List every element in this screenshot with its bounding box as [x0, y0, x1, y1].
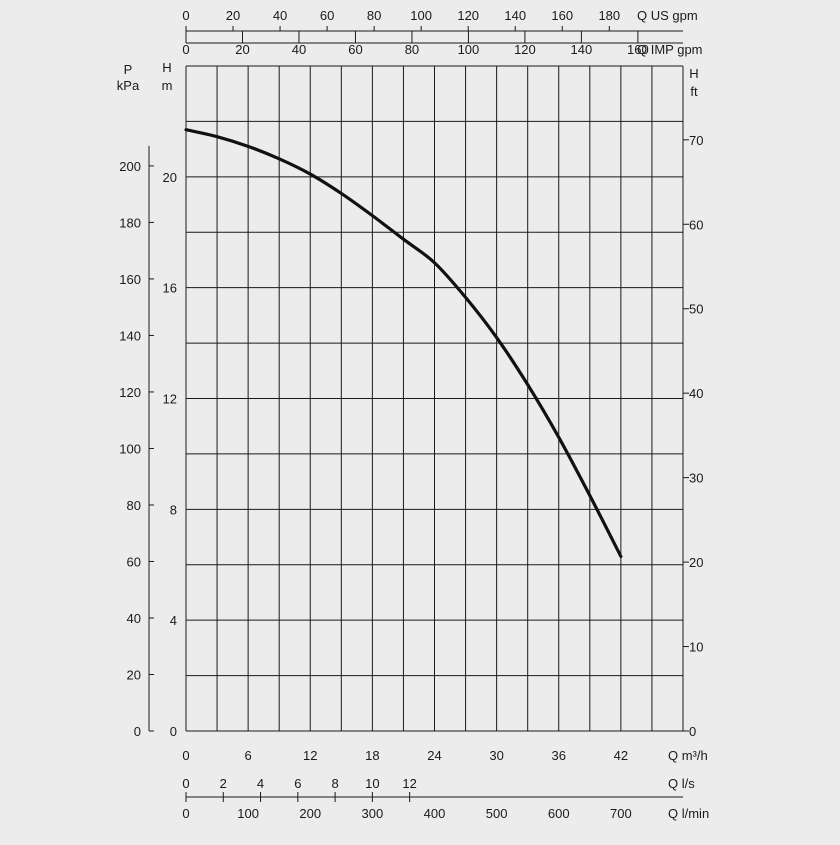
- bottom-lmin-tick-label: 300: [362, 806, 384, 821]
- left-kpa-tick-label: 100: [119, 441, 141, 456]
- bottom-m3h-tick-label: 6: [245, 748, 252, 763]
- right-ft-tick-label: 70: [689, 133, 703, 148]
- top-imp-gpm-tick-label: 40: [292, 42, 306, 57]
- bottom-lmin-tick-label: 400: [424, 806, 446, 821]
- grid-lines: [185, 65, 684, 732]
- bottom-m3h-tick-label: 12: [303, 748, 317, 763]
- left-kpa-tick-label: 0: [134, 724, 141, 739]
- top-imp-gpm-tick-label: 0: [182, 42, 189, 57]
- top-us-gpm-tick-label: 20: [226, 8, 240, 23]
- bottom-lmin-tick-label: 200: [299, 806, 321, 821]
- left-m-tick-label: 20: [163, 170, 177, 185]
- bottom-ls-tick-label: 2: [220, 776, 227, 791]
- bottom-lmin-tick-label: 600: [548, 806, 570, 821]
- top-us-gpm-tick-label: 60: [320, 8, 334, 23]
- left-m-tick-label: 4: [170, 613, 177, 628]
- left-kpa-tick-label: 40: [127, 611, 141, 626]
- right-ft-unit-label: ft: [690, 84, 698, 99]
- top-us-gpm-tick-label: 180: [598, 8, 620, 23]
- left-kpa-tick-label: 20: [127, 667, 141, 682]
- bottom-ls-tick-label: 10: [365, 776, 379, 791]
- left-kpa-tick-label: 120: [119, 385, 141, 400]
- right-ft-tick-label: 20: [689, 555, 703, 570]
- bottom-m3h-tick-label: 24: [427, 748, 441, 763]
- left-m-tick-label: 0: [170, 724, 177, 739]
- bottom-ls-unit-label: Q l/s: [668, 776, 695, 791]
- left-kpa-tick-label: 180: [119, 215, 141, 230]
- left-m-tick-label: 12: [163, 392, 177, 407]
- top-us-gpm-tick-label: 0: [182, 8, 189, 23]
- top-us-gpm-tick-label: 160: [551, 8, 573, 23]
- top-us-gpm-tick-label: 40: [273, 8, 287, 23]
- bottom-m3h-tick-label: 18: [365, 748, 379, 763]
- bottom-lmin-tick-label: 0: [182, 806, 189, 821]
- right-ft-tick-label: 60: [689, 217, 703, 232]
- bottom-m3h-tick-label: 0: [182, 748, 189, 763]
- right-ft-tick-label: 0: [689, 724, 696, 739]
- left-kpa-tick-label: 60: [127, 554, 141, 569]
- top-us-gpm-tick-label: 140: [504, 8, 526, 23]
- right-ft-tick-label: 10: [689, 640, 703, 655]
- bottom-ls-tick-label: 0: [182, 776, 189, 791]
- bottom-lmin-tick-label: 100: [237, 806, 259, 821]
- left-kpa-tick-label: 160: [119, 272, 141, 287]
- left-kpa-tick-label: 80: [127, 498, 141, 513]
- left-m-axis-title: H: [162, 60, 171, 75]
- bottom-lmin-unit-label: Q l/min: [668, 806, 709, 821]
- right-ft-tick-label: 50: [689, 302, 703, 317]
- left-m-unit-label: m: [162, 78, 173, 93]
- bottom-ls-tick-label: 4: [257, 776, 264, 791]
- left-kpa-axis-title: P: [124, 62, 133, 77]
- left-kpa-unit-label: kPa: [117, 78, 140, 93]
- left-m-tick-label: 16: [163, 281, 177, 296]
- top-imp-gpm-tick-label: 20: [235, 42, 249, 57]
- bottom-m3h-tick-label: 42: [614, 748, 628, 763]
- right-ft-tick-label: 40: [689, 386, 703, 401]
- top-imp-gpm-tick-label: 140: [571, 42, 593, 57]
- bottom-lmin-tick-label: 700: [610, 806, 632, 821]
- top-us-gpm-tick-label: 100: [410, 8, 432, 23]
- bottom-m3h-tick-label: 36: [552, 748, 566, 763]
- left-kpa-tick-label: 140: [119, 328, 141, 343]
- top-imp-gpm-tick-label: 120: [514, 42, 536, 57]
- bottom-ls-tick-label: 6: [294, 776, 301, 791]
- bottom-m3h-unit-label: Q m³/h: [668, 748, 708, 763]
- top-imp-gpm-tick-label: 100: [458, 42, 480, 57]
- left-m-tick-label: 8: [170, 502, 177, 517]
- bottom-lmin-tick-label: 500: [486, 806, 508, 821]
- top-us-gpm-tick-label: 80: [367, 8, 381, 23]
- right-ft-tick-label: 30: [689, 471, 703, 486]
- top-imp-gpm-tick-label: 80: [405, 42, 419, 57]
- top-imp-gpm-tick-label: 60: [348, 42, 362, 57]
- bottom-ls-tick-label: 12: [402, 776, 416, 791]
- top-us-gpm-unit-label: Q US gpm: [637, 8, 698, 23]
- right-ft-axis-title: H: [689, 66, 698, 81]
- bottom-ls-tick-label: 8: [331, 776, 338, 791]
- left-kpa-tick-label: 200: [119, 159, 141, 174]
- pump-curve-series: [184, 128, 623, 559]
- top-us-gpm-tick-label: 120: [457, 8, 479, 23]
- top-imp-gpm-tick-label: 160: [627, 42, 649, 57]
- bottom-m3h-tick-label: 30: [489, 748, 503, 763]
- top-imp-gpm-unit-label: Q IMP gpm: [637, 42, 703, 57]
